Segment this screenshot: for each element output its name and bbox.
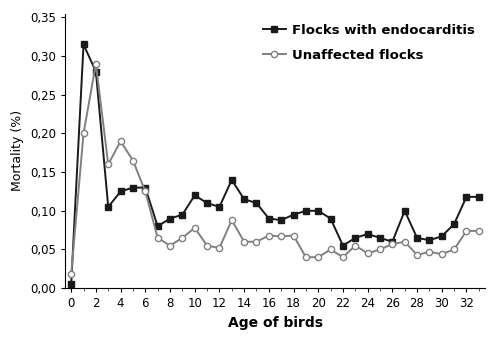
Unaffected flocks [426,250,432,254]
Unaffected flocks [105,162,111,166]
Unaffected flocks [476,229,482,233]
Flocks with endocarditis [80,42,86,46]
Unaffected flocks [439,252,445,256]
Flocks with endocarditis [340,244,346,248]
Flocks with endocarditis [290,213,296,217]
Flocks with endocarditis [105,205,111,209]
Flocks with endocarditis [402,209,407,213]
Flocks with endocarditis [254,201,260,205]
Unaffected flocks [180,236,186,240]
Flocks with endocarditis [451,222,457,226]
Unaffected flocks [167,244,173,248]
Flocks with endocarditis [328,217,334,221]
Flocks with endocarditis [204,201,210,205]
Unaffected flocks [229,218,235,222]
Unaffected flocks [340,255,346,259]
Unaffected flocks [290,234,296,238]
Unaffected flocks [130,159,136,163]
Unaffected flocks [402,240,407,244]
Flocks with endocarditis [278,218,284,222]
Unaffected flocks [254,240,260,244]
Unaffected flocks [414,253,420,257]
Flocks with endocarditis [130,185,136,190]
Unaffected flocks [377,247,383,252]
Flocks with endocarditis [118,190,124,194]
Unaffected flocks [364,251,370,255]
Unaffected flocks [464,229,469,233]
Unaffected flocks [352,244,358,248]
Unaffected flocks [451,247,457,252]
Flocks with endocarditis [241,197,247,201]
Unaffected flocks [266,234,272,238]
Unaffected flocks [93,62,99,66]
Unaffected flocks [80,132,86,136]
Flocks with endocarditis [266,217,272,221]
Flocks with endocarditis [154,224,160,228]
Unaffected flocks [68,272,74,276]
Flocks with endocarditis [315,209,321,213]
Flocks with endocarditis [167,217,173,221]
Flocks with endocarditis [414,236,420,240]
Flocks with endocarditis [229,178,235,182]
Flocks with endocarditis [93,69,99,74]
Flocks with endocarditis [352,236,358,240]
X-axis label: Age of birds: Age of birds [228,316,322,330]
Line: Unaffected flocks: Unaffected flocks [68,61,482,277]
Flocks with endocarditis [142,185,148,190]
Unaffected flocks [315,255,321,259]
Flocks with endocarditis [180,213,186,217]
Unaffected flocks [192,226,198,230]
Unaffected flocks [241,240,247,244]
Flocks with endocarditis [464,195,469,199]
Unaffected flocks [328,247,334,252]
Unaffected flocks [154,236,160,240]
Flocks with endocarditis [390,240,396,244]
Flocks with endocarditis [426,238,432,242]
Unaffected flocks [390,242,396,246]
Flocks with endocarditis [303,209,309,213]
Flocks with endocarditis [439,234,445,238]
Unaffected flocks [118,139,124,143]
Y-axis label: Mortality (%): Mortality (%) [12,110,24,192]
Flocks with endocarditis [68,282,74,286]
Unaffected flocks [278,234,284,238]
Flocks with endocarditis [364,232,370,236]
Flocks with endocarditis [216,205,222,209]
Unaffected flocks [216,246,222,250]
Flocks with endocarditis [377,236,383,240]
Unaffected flocks [303,255,309,259]
Unaffected flocks [204,244,210,248]
Flocks with endocarditis [192,193,198,197]
Line: Flocks with endocarditis: Flocks with endocarditis [68,41,482,287]
Legend: Flocks with endocarditis, Unaffected flocks: Flocks with endocarditis, Unaffected flo… [258,20,478,66]
Unaffected flocks [142,190,148,194]
Flocks with endocarditis [476,195,482,199]
